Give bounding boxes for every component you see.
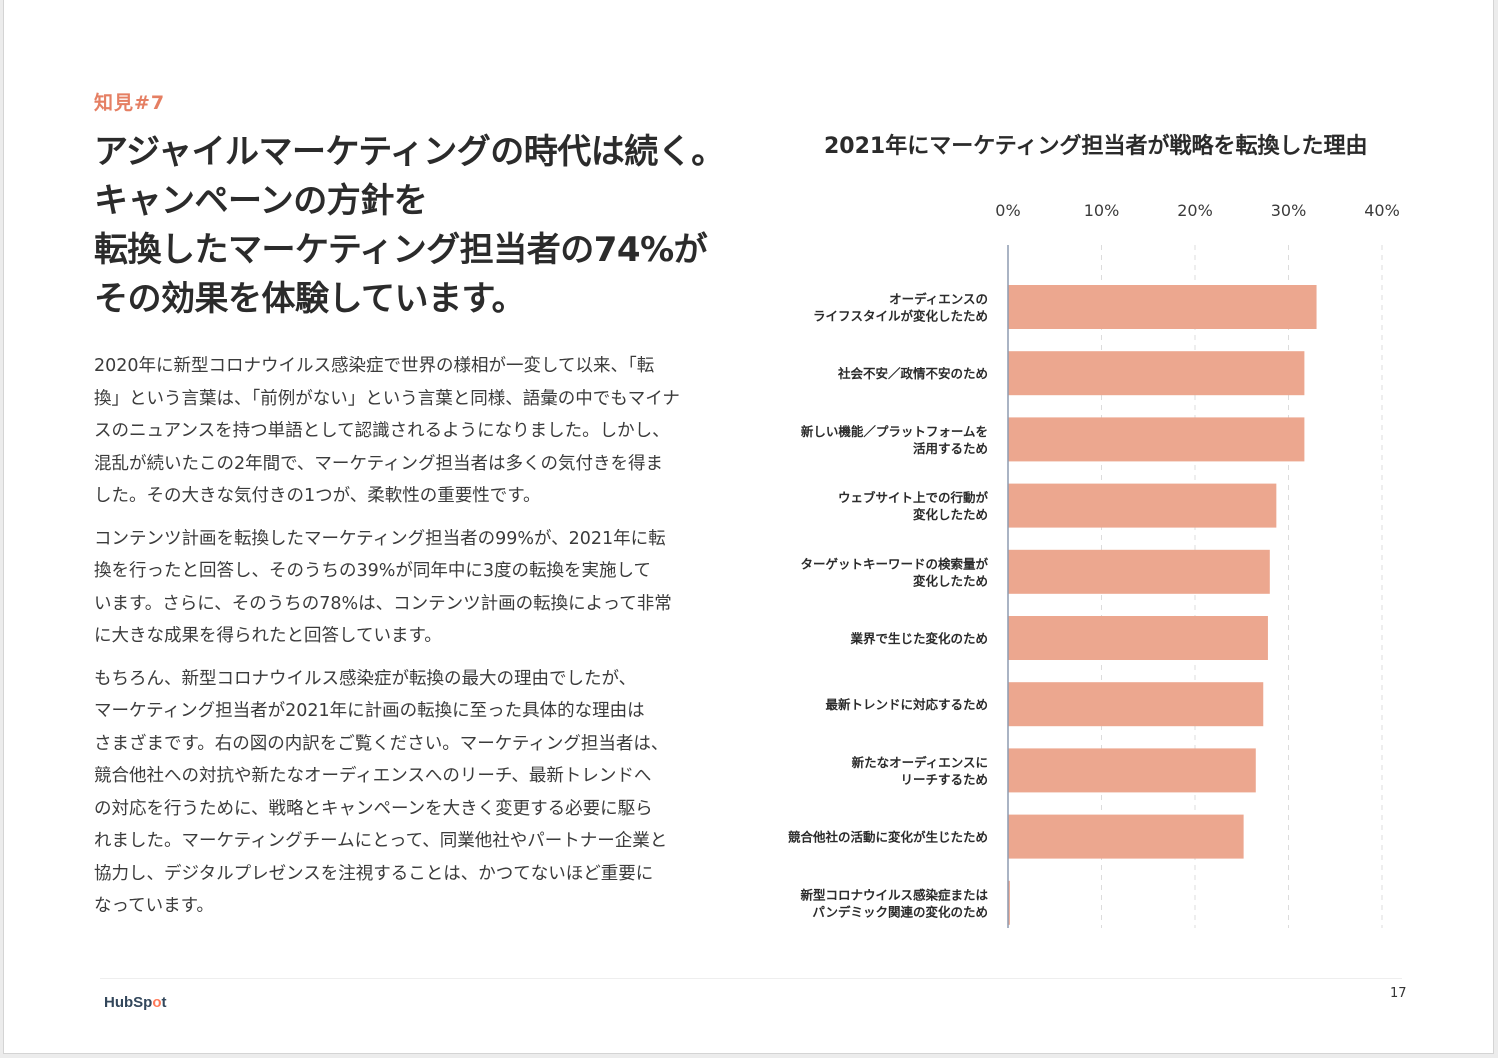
tick-label: 10% xyxy=(1084,201,1120,220)
footer-divider xyxy=(100,978,1402,979)
headline-line: 転換したマーケティング担当者の74%が xyxy=(94,230,708,270)
paragraph-line: コンテンツ計画を転換したマーケティング担当者の99%が、2021年に転 xyxy=(94,528,666,549)
body-text: 2020年に新型コロナウイルス感染症で世界の様相が一変して以来、「転 換」という… xyxy=(94,350,704,933)
category-label: 最新トレンドに対応するため xyxy=(825,697,988,712)
hubspot-logo: HubSpot xyxy=(104,994,167,1011)
paragraph-1: 2020年に新型コロナウイルス感染症で世界の様相が一変して以来、「転 換」という… xyxy=(94,350,704,513)
chart-bar xyxy=(1008,285,1317,329)
category-label: パンデミック関連の変化のため xyxy=(812,904,988,919)
category-label: 競合他社の活動に変化が生じたため xyxy=(788,830,988,845)
category-label: 活用するため xyxy=(913,441,988,456)
headline: アジャイルマーケティングの時代は続く。 キャンペーンの方針を 転換したマーケティ… xyxy=(94,128,744,324)
category-label: 業界で生じた変化のため xyxy=(849,631,988,646)
paragraph-line: 協力し、デジタルプレゼンスを注視することは、かつてないほど重要に xyxy=(94,863,654,884)
paragraph-3: もちろん、新型コロナウイルス感染症が転換の最大の理由でしたが、 マーケティング担… xyxy=(94,663,704,923)
headline-line: キャンペーンの方針を xyxy=(94,181,428,221)
paragraph-line: います。さらに、そのうちの78%は、コンテンツ計画の転換によって非常 xyxy=(94,593,672,614)
tick-label: 20% xyxy=(1177,201,1213,220)
report-page: 知見#7 アジャイルマーケティングの時代は続く。 キャンペーンの方針を 転換した… xyxy=(3,0,1494,1054)
category-label: 新たなオーディエンスに xyxy=(852,755,988,770)
paragraph-2: コンテンツ計画を転換したマーケティング担当者の99%が、2021年に転 換を行っ… xyxy=(94,523,704,653)
insight-label: 知見#7 xyxy=(94,92,166,114)
category-label: 新型コロナウイルス感染症または xyxy=(800,887,988,902)
chart-bar xyxy=(1008,880,1010,925)
paragraph-line: スのニュアンスを持つ単語として認識されるようになりました。しかし、 xyxy=(94,421,670,441)
category-label: ターゲットキーワードの検索量が xyxy=(800,556,988,571)
chart-bar xyxy=(1008,417,1305,462)
category-label: 変化したため xyxy=(913,507,988,522)
chart-bar xyxy=(1008,351,1305,396)
category-label: 新しい機能／プラットフォームを xyxy=(801,424,988,439)
chart-bar xyxy=(1008,682,1264,727)
category-label: オーディエンスの xyxy=(889,292,988,307)
chart-bar xyxy=(1008,616,1268,660)
chart-bar xyxy=(1008,748,1256,793)
paragraph-line: に大きな成果を得られたと回答しています。 xyxy=(94,626,442,646)
paragraph-line: 混乱が続いたこの2年間で、マーケティング担当者は多くの気付きを得ま xyxy=(94,453,664,474)
paragraph-line: さまざまです。右の図の内訳をご覧ください。マーケティング担当者は、 xyxy=(94,733,669,754)
category-label: 変化したため xyxy=(913,573,988,588)
category-label: ライフスタイルが変化したため xyxy=(813,309,988,324)
paragraph-line: した。その大きな気付きの1つが、柔軟性の重要性です。 xyxy=(94,486,541,506)
chart-title: 2021年にマーケティング担当者が戦略を転換した理由 xyxy=(824,134,1368,159)
paragraph-line: れました。マーケティングチームにとって、同業他社やパートナー企業と xyxy=(94,831,668,851)
tick-label: 0% xyxy=(995,201,1020,220)
paragraph-line: なっています。 xyxy=(94,896,214,916)
paragraph-line: の対応を行うために、戦略とキャンペーンを大きく変更する必要に駆ら xyxy=(94,798,653,819)
category-label: リーチするため xyxy=(900,772,988,787)
paragraph-line: 換」という言葉は、「前例がない」という言葉と同様、語彙の中でもマイナ xyxy=(94,388,680,409)
tick-label: 30% xyxy=(1271,201,1307,220)
page-number: 17 xyxy=(1390,986,1407,1001)
category-label: 社会不安／政情不安のため xyxy=(837,366,988,381)
paragraph-line: 換を行ったと回答し、そのうちの39%が同年中に3度の転換を実施して xyxy=(94,561,652,581)
paragraph-line: マーケティング担当者が2021年に計画の転換に至った具体的な理由は xyxy=(94,701,645,721)
chart-bar xyxy=(1008,549,1270,594)
category-label: ウェブサイト上での行動が xyxy=(838,490,989,505)
paragraph-line: 2020年に新型コロナウイルス感染症で世界の様相が一変して以来、「転 xyxy=(94,356,655,376)
headline-line: その効果を体験しています。 xyxy=(94,279,526,319)
tick-label: 40% xyxy=(1364,201,1400,220)
bar-chart: 0% 10% 20% 30% 40% オーディエンスのライフスタイルが変化したため社会不安… xyxy=(788,201,1400,928)
paragraph-line: もちろん、新型コロナウイルス感染症が転換の最大の理由でしたが、 xyxy=(94,668,637,689)
chart-bar xyxy=(1008,814,1244,859)
chart-bar xyxy=(1008,483,1277,528)
headline-line: アジャイルマーケティングの時代は続く。 xyxy=(94,132,725,172)
paragraph-line: 競合他社への対抗や新たなオーディエンスへのリーチ、最新トレンドへ xyxy=(94,766,652,786)
